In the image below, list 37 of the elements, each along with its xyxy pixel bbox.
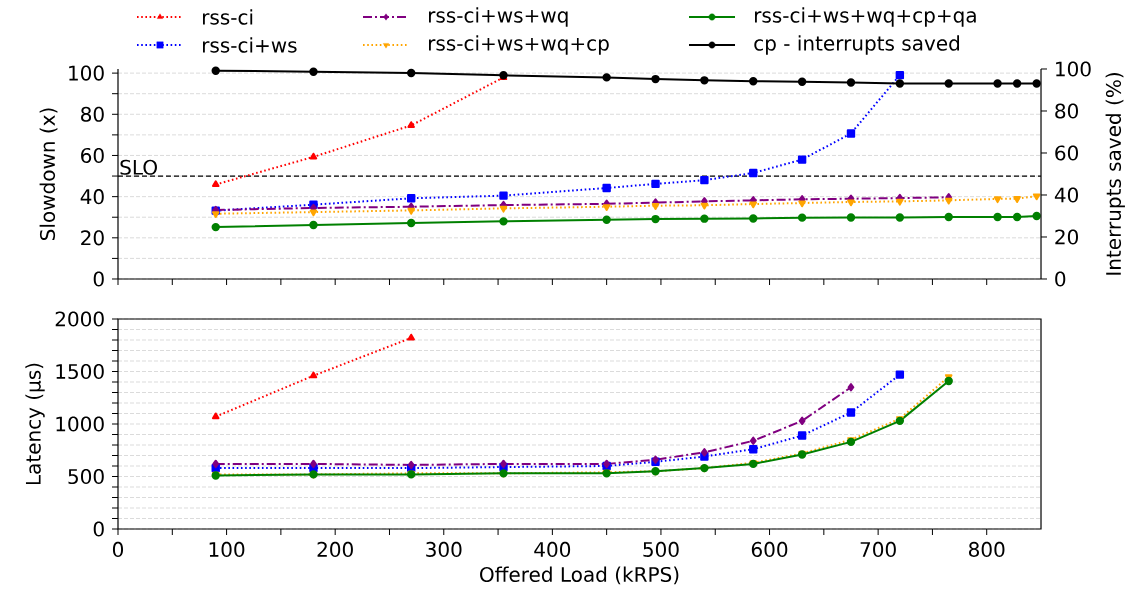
- legend-label: rss-ci+ws+wq+cp+qa: [755, 7, 976, 27]
- legend-label: cp - interrupts saved: [754, 35, 959, 55]
- legend-label: rss-ci+ws: [203, 37, 297, 53]
- y-tick-label: 60: [81, 147, 104, 164]
- x-axis-title: Offered Load (kRPS): [480, 566, 679, 585]
- y-tick-label: 2000: [55, 311, 104, 327]
- y-tick-label: 40: [80, 189, 104, 205]
- y-tick-label: 0: [93, 521, 104, 537]
- y2-tick-label: 40: [1054, 187, 1078, 203]
- y2-tick-label: 0: [1055, 271, 1066, 287]
- y-axis-title: Latency (μs): [25, 363, 45, 485]
- y-axis-title: Slowdown (x): [39, 108, 58, 240]
- y2-tick-label: 80: [1055, 103, 1078, 119]
- ref-line-label: SLO: [120, 159, 157, 175]
- y-tick-label: 0: [93, 271, 104, 287]
- x-tick-label: 600: [751, 541, 788, 557]
- y-tick-label: 500: [68, 468, 104, 485]
- legend-label: rss-ci+ws+wq: [429, 7, 568, 27]
- y-tick-label: 1500: [56, 363, 104, 380]
- x-tick-label: 300: [426, 541, 462, 557]
- y2-tick-label: 100: [1056, 61, 1091, 77]
- legend-label: rss-ci+ws+wq+cp: [429, 35, 609, 55]
- x-tick-label: 0: [112, 541, 124, 557]
- x-tick-label: 400: [534, 541, 571, 557]
- y-tick-label: 80: [81, 106, 104, 122]
- y2-tick-label: 20: [1055, 229, 1078, 245]
- y2-tick-label: 60: [1055, 145, 1078, 161]
- y-tick-label: 1000: [56, 416, 104, 432]
- legend-label: rss-ci: [203, 9, 253, 25]
- x-tick-label: 200: [317, 541, 353, 557]
- x-tick-label: 800: [968, 541, 1005, 557]
- x-tick-label: 700: [860, 541, 896, 557]
- x-tick-label: 100: [209, 541, 245, 557]
- y-tick-label: 100: [69, 65, 104, 81]
- y2-axis-title: Interrupts saved (%): [1105, 73, 1125, 275]
- y-tick-label: 20: [81, 230, 104, 246]
- x-tick-label: 500: [643, 541, 679, 557]
